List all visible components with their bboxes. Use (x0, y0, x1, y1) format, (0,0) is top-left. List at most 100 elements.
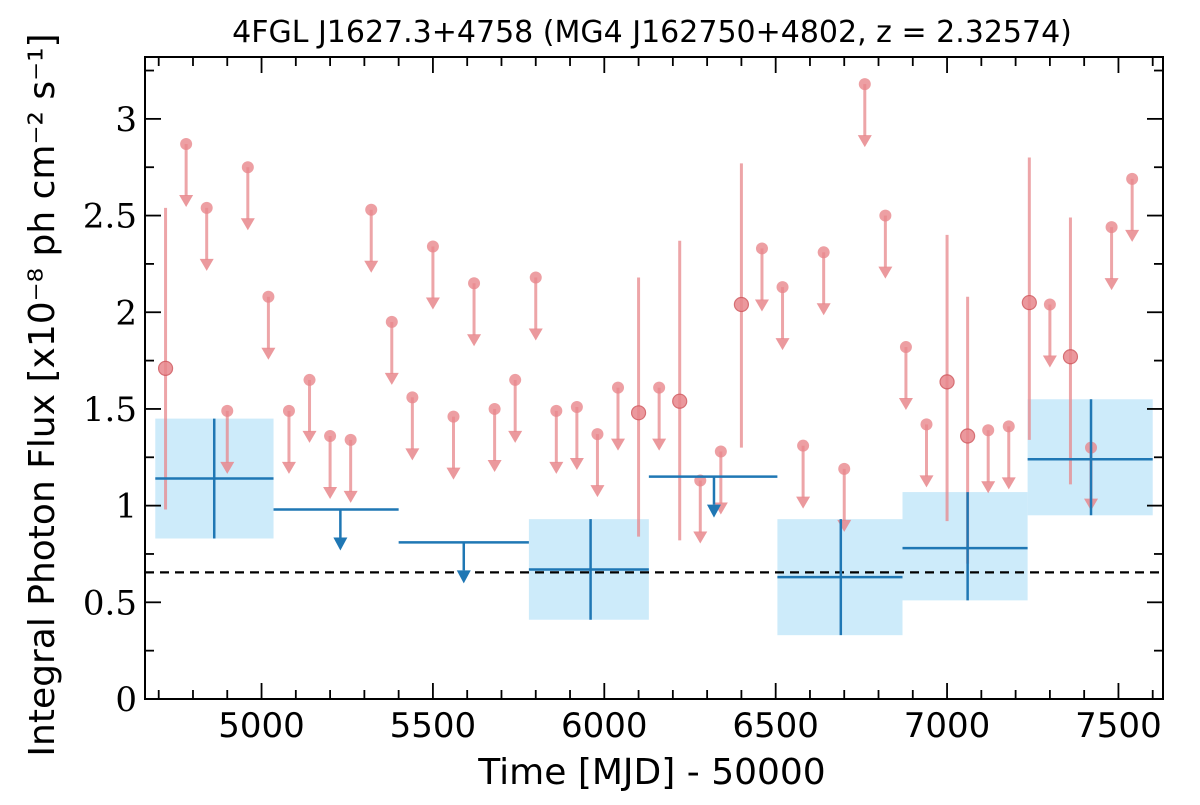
short-bin-ul-arrow-32 (816, 303, 831, 316)
short-bin-ul-arrow-19 (549, 461, 564, 474)
short-bin-ul-arrow-17 (508, 430, 523, 443)
x-tick-label: 5000 (218, 706, 305, 746)
short-bin-ul-arrow-6 (281, 461, 296, 474)
x-tick-label: 6500 (732, 706, 819, 746)
long-bin-band-6 (902, 492, 1028, 601)
x-axis-label: Time [MJD] - 50000 (477, 752, 825, 793)
short-bin-point-9 (344, 433, 357, 446)
long-bin-ul-arrow-2 (456, 570, 471, 584)
short-bin-ul-arrow-36 (898, 398, 913, 411)
short-bin-point-0 (157, 360, 174, 376)
x-tick-label: 7500 (1075, 706, 1162, 746)
short-bin-point-44 (1062, 349, 1079, 365)
short-bin-point-24 (653, 381, 666, 394)
short-bin-point-27 (714, 445, 727, 458)
short-bin-point-2 (200, 201, 213, 214)
short-bin-ul-arrow-13 (425, 297, 440, 310)
short-bin-point-12 (406, 391, 419, 404)
short-bin-point-7 (303, 373, 316, 386)
short-bin-point-41 (1002, 420, 1015, 433)
short-bin-point-13 (426, 240, 439, 253)
y-tick-label: 0 (115, 680, 137, 720)
short-bin-point-20 (570, 401, 583, 414)
y-tick-label: 2.5 (83, 197, 137, 237)
short-bin-ul-arrow-7 (302, 430, 317, 443)
x-tick-label: 5500 (390, 706, 477, 746)
short-bin-ul-arrow-8 (323, 487, 338, 500)
short-bin-ul-arrow-29 (754, 299, 769, 312)
short-bin-point-8 (324, 430, 337, 443)
long-bin-ul-arrow-4 (706, 504, 721, 518)
short-bin-ul-arrow-10 (364, 260, 379, 273)
short-bin-point-11 (385, 315, 398, 328)
short-bin-point-28 (733, 296, 750, 313)
plot-frame (144, 56, 1164, 700)
short-bin-point-46 (1105, 221, 1118, 234)
x-tick-label: 6000 (561, 706, 648, 746)
short-bin-point-38 (939, 374, 955, 390)
short-bin-ul-arrow-3 (220, 461, 235, 474)
short-bin-ul-arrow-9 (343, 490, 358, 503)
short-bin-point-1 (180, 138, 193, 151)
short-bin-ul-arrow-21 (590, 485, 605, 498)
short-bin-ul-arrow-20 (569, 458, 584, 471)
short-bin-ul-arrow-35 (878, 266, 893, 279)
short-bin-point-39 (960, 428, 976, 444)
short-bin-point-14 (447, 410, 460, 423)
short-bin-ul-arrow-4 (240, 218, 255, 231)
short-bin-point-35 (879, 209, 892, 222)
short-bin-point-23 (630, 405, 647, 421)
short-bin-point-6 (282, 404, 295, 417)
short-bin-point-32 (817, 246, 830, 259)
short-bin-ul-arrow-40 (981, 481, 996, 494)
short-bin-point-5 (262, 290, 275, 303)
y-tick-label: 3 (115, 100, 137, 140)
short-bin-point-17 (509, 373, 522, 386)
short-bin-point-25 (672, 393, 688, 409)
short-bin-ul-arrow-18 (528, 328, 543, 341)
short-bin-point-42 (1021, 294, 1037, 311)
y-tick-label: 0.5 (83, 583, 137, 623)
short-bin-point-10 (365, 203, 378, 216)
short-bin-ul-arrow-11 (384, 372, 399, 385)
short-bin-point-4 (241, 161, 254, 174)
short-bin-ul-arrow-16 (487, 459, 502, 472)
short-bin-ul-arrow-37 (919, 475, 934, 488)
short-bin-point-16 (488, 402, 501, 415)
short-bin-point-22 (612, 381, 625, 394)
short-bin-point-33 (838, 462, 851, 475)
short-bin-ul-arrow-5 (261, 347, 276, 360)
x-tick-label: 7000 (904, 706, 991, 746)
short-bin-ul-arrow-31 (796, 496, 811, 509)
short-bin-point-18 (529, 271, 542, 284)
short-bin-ul-arrow-34 (857, 135, 872, 148)
short-bin-point-3 (221, 404, 234, 417)
short-bin-ul-arrow-24 (652, 438, 667, 451)
short-bin-ul-arrow-1 (179, 195, 194, 208)
short-bin-point-15 (468, 277, 481, 290)
short-bin-point-29 (755, 242, 768, 255)
short-bin-ul-arrow-47 (1125, 229, 1140, 242)
short-bin-point-34 (858, 78, 871, 91)
short-bin-point-30 (776, 281, 789, 294)
short-bin-ul-arrow-12 (405, 448, 420, 461)
short-bin-point-37 (920, 418, 933, 431)
long-bin-ul-arrow-1 (333, 537, 348, 551)
short-bin-point-40 (982, 424, 995, 437)
short-bin-point-19 (550, 404, 563, 417)
chart-title: 4FGL J1627.3+4758 (MG4 J162750+4802, z =… (232, 15, 1072, 50)
y-tick-label: 1 (115, 487, 137, 527)
short-bin-point-21 (591, 428, 604, 441)
short-bin-point-36 (899, 341, 912, 354)
short-bin-ul-arrow-2 (199, 258, 214, 271)
short-bin-point-43 (1043, 298, 1056, 311)
plot-area: 0 0.5 1 1.5 2 2.5 3 5000 5500 6000 6500 7000 7500 (83, 56, 1164, 746)
short-bin-ul-arrow-22 (611, 438, 626, 451)
short-bin-ul-arrow-43 (1042, 355, 1057, 368)
short-bin-ul-arrow-46 (1104, 278, 1119, 291)
short-bin-ul-arrow-26 (693, 531, 708, 544)
y-tick-label: 1.5 (83, 390, 137, 430)
short-bin-point-47 (1126, 172, 1139, 185)
